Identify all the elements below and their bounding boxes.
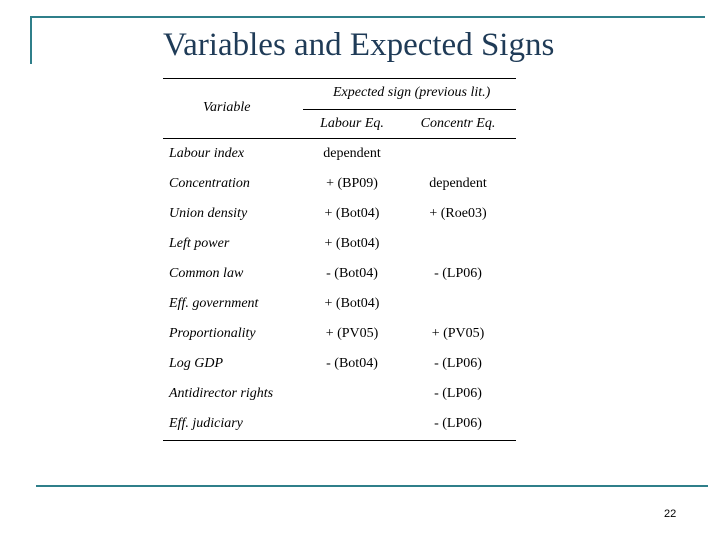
bottom-accent-line xyxy=(36,485,708,487)
left-accent-line xyxy=(30,16,32,64)
variable-cell: Common law xyxy=(169,266,244,281)
variable-cell: Left power xyxy=(169,236,230,251)
variable-cell: Log GDP xyxy=(169,356,224,371)
concentr-eq-cell: dependent xyxy=(429,176,487,191)
variable-cell: Labour index xyxy=(169,146,245,161)
labour-eq-cell: dependent xyxy=(323,146,381,161)
variable-cell: Proportionality xyxy=(169,326,256,341)
page-number: 22 xyxy=(664,508,677,520)
concentr-eq-cell: + (PV05) xyxy=(431,326,485,341)
expected-sign-header: Expected sign (previous lit.) xyxy=(333,85,491,100)
table-bottom-rule xyxy=(163,440,516,441)
concentr-eq-cell: - (LP06) xyxy=(434,356,482,371)
concentr-eq-cell: - (LP06) xyxy=(434,416,482,431)
labour-eq-cell: + (BP09) xyxy=(326,176,378,191)
top-accent-line xyxy=(30,16,705,18)
group-header-rule xyxy=(303,109,516,110)
labour-eq-cell: + (Bot04) xyxy=(324,206,380,221)
variable-header: Variable xyxy=(203,100,251,115)
concentr-eq-cell: + (Roe03) xyxy=(429,206,487,221)
variable-cell: Eff. judiciary xyxy=(169,416,243,431)
variable-cell: Eff. government xyxy=(169,296,259,311)
concentr-eq-header: Concentr Eq. xyxy=(420,116,496,131)
labour-eq-cell: + (PV05) xyxy=(325,326,379,341)
labour-eq-cell: - (Bot04) xyxy=(326,356,378,371)
variable-cell: Union density xyxy=(169,206,248,221)
slide-title: Variables and Expected Signs xyxy=(163,27,555,63)
concentr-eq-cell: - (LP06) xyxy=(434,386,482,401)
table-top-rule xyxy=(163,78,516,79)
variable-cell: Concentration xyxy=(169,176,250,191)
concentr-eq-cell: - (LP06) xyxy=(434,266,482,281)
header-bottom-rule xyxy=(163,138,516,139)
labour-eq-cell: - (Bot04) xyxy=(326,266,378,281)
labour-eq-cell: + (Bot04) xyxy=(324,236,380,251)
labour-eq-header: Labour Eq. xyxy=(320,116,384,131)
variable-cell: Antidirector rights xyxy=(169,386,274,401)
labour-eq-cell: + (Bot04) xyxy=(324,296,380,311)
